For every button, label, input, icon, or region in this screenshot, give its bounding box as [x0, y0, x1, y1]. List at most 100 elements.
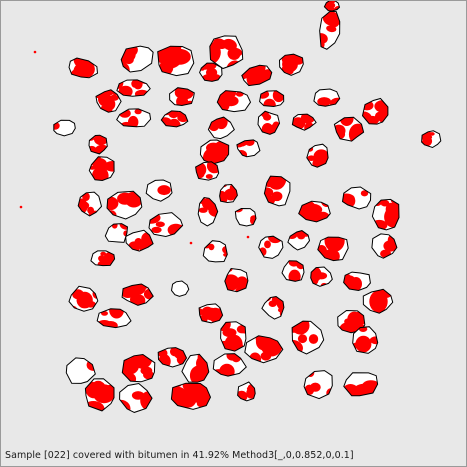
bitumen-coverage: [317, 97, 332, 107]
bitumen-coverage: [261, 296, 272, 302]
aggregate-outline: [258, 235, 284, 259]
bitumen-coverage: [264, 187, 274, 198]
aggregate-outline: [317, 236, 349, 262]
aggregate-outline: [195, 161, 220, 181]
aggregate-particle: [337, 309, 366, 334]
bitumen-speck: [189, 241, 193, 245]
aggregate-particle: [236, 139, 261, 158]
bitumen-speck: [19, 205, 23, 209]
bitumen-coverage: [350, 277, 362, 291]
aggregate-particle: [116, 79, 151, 97]
aggregate-outline: [170, 280, 190, 297]
aggregate-outline: [148, 212, 184, 238]
aggregate-particle: [88, 134, 108, 155]
bitumen-coverage: [53, 121, 60, 130]
aggregate-particle: [157, 45, 195, 77]
aggregate-outline: [313, 88, 341, 107]
aggregate-particle: [278, 53, 304, 76]
aggregate-outline: [216, 90, 252, 113]
aggregate-outline: [169, 87, 195, 107]
aggregate-outline: [125, 229, 154, 252]
aggregate-particle: [53, 119, 76, 137]
aggregate-outline: [88, 134, 108, 155]
aggregate-outline: [343, 271, 371, 292]
aggregate-particle: [116, 108, 152, 128]
bitumen-coverage: [203, 241, 211, 249]
bitumen-coverage: [167, 223, 183, 237]
aggregate-outline: [90, 250, 116, 267]
bitumen-coverage: [286, 68, 294, 75]
aggregate-particle: [343, 271, 371, 292]
aggregate-outline: [160, 110, 189, 128]
bitumen-coverage: [380, 199, 390, 207]
aggregate-outline: [259, 90, 285, 108]
bitumen-coverage: [317, 245, 327, 258]
bitumen-coverage: [384, 206, 399, 228]
aggregate-particle: [234, 207, 257, 227]
bitumen-coverage: [119, 408, 125, 413]
bitumen-coverage: [360, 190, 369, 197]
bitumen-coverage: [324, 237, 345, 252]
bitumen-coverage: [366, 115, 380, 125]
bitumen-coverage: [290, 270, 298, 278]
bitumen-coverage: [236, 139, 245, 148]
bitumen-coverage: [207, 63, 217, 68]
bitumen-coverage: [69, 305, 78, 312]
aggregate-outline: [278, 53, 304, 76]
aggregate-particle: [298, 200, 331, 223]
aggregate-outline: [68, 57, 99, 79]
bitumen-coverage: [98, 255, 106, 262]
aggregate-particle: [96, 308, 132, 329]
aggregate-outline: [181, 353, 210, 383]
bitumen-coverage: [369, 290, 388, 313]
aggregate-particle: [317, 236, 349, 262]
bitumen-coverage: [128, 115, 139, 127]
bitumen-coverage: [421, 140, 430, 148]
aggregate-particle: [306, 143, 329, 168]
bitumen-coverage: [232, 48, 243, 57]
aggregate-outline: [261, 295, 285, 320]
aggregate-particle: [259, 90, 285, 108]
bitumen-speck: [33, 50, 37, 54]
aggregate-outline: [281, 260, 305, 282]
aggregate-particle: [212, 353, 247, 377]
aggregate-particle: [313, 88, 341, 107]
aggregate-particle: [258, 235, 284, 259]
bitumen-coverage: [161, 110, 173, 116]
aggregate-outline: [371, 198, 400, 231]
aggregate-particle: [316, 10, 344, 51]
bitumen-coverage: [343, 273, 352, 283]
aggregate-outline: [145, 179, 173, 202]
aggregate-particle: [125, 229, 154, 252]
aggregate-outline: [421, 130, 442, 149]
aggregate-outline: [88, 156, 115, 182]
aggregate-outline: [119, 382, 153, 413]
bitumen-coverage: [184, 383, 209, 403]
bitumen-coverage: [263, 98, 276, 107]
bitumen-coverage: [322, 11, 340, 26]
bitumen-coverage: [208, 204, 218, 217]
aggregate-body: [171, 281, 189, 297]
aggregate-particle: [202, 240, 228, 263]
bitumen-coverage: [331, 3, 336, 8]
aggregate-outline: [121, 353, 156, 383]
aggregate-particle: [169, 87, 195, 107]
bitumen-coverage: [151, 226, 162, 234]
bitumen-coverage: [104, 97, 116, 111]
aggregate-particle: [281, 260, 305, 282]
aggregate-particle: [287, 230, 311, 251]
bitumen-coverage: [362, 100, 374, 111]
bitumen-coverage: [203, 393, 211, 410]
aggregate-particle: [237, 381, 256, 402]
aggregate-particle: [84, 378, 115, 412]
aggregate-outline: [361, 97, 389, 125]
aggregate-outline: [237, 381, 256, 402]
bitumen-coverage: [119, 401, 130, 413]
aggregate-outline: [104, 223, 129, 243]
aggregate-particle: [263, 175, 291, 207]
bitumen-coverage: [161, 119, 171, 127]
bitumen-coverage: [365, 381, 378, 396]
bitumen-coverage: [260, 111, 269, 118]
aggregate-outline: [202, 240, 228, 263]
aggregate-outline: [207, 116, 235, 140]
